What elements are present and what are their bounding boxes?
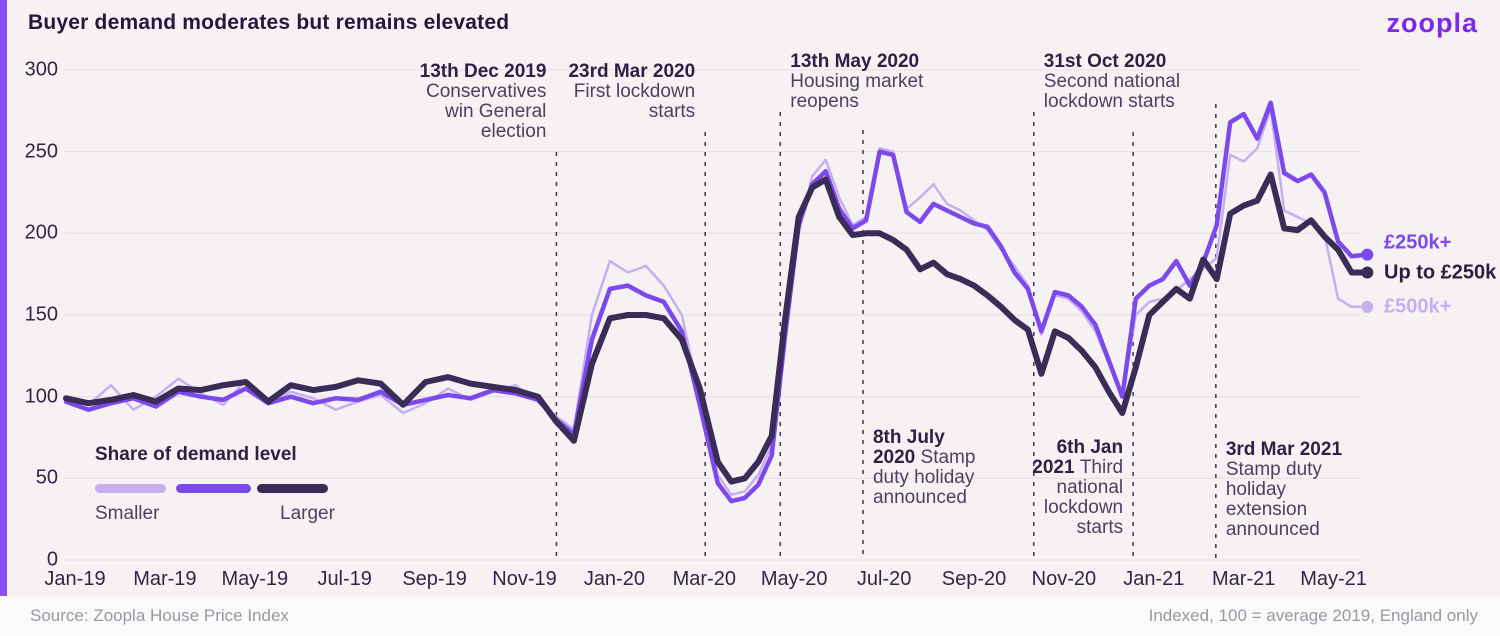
event-annotation: 3rd Mar 2021 Stamp duty holiday extension… <box>1226 440 1354 540</box>
legend-swatch-larger <box>257 484 328 493</box>
event-date: 13th May 2020 <box>790 51 920 72</box>
y-tick-label: 200 <box>24 221 58 244</box>
x-tick-label: May-21 <box>1300 568 1367 590</box>
event-text: Stamp duty holiday announced <box>872 447 976 508</box>
source-note: Source: Zoopla House Price Index <box>30 606 289 625</box>
event-annotation: 13th Dec 2019 Conservatives win General e… <box>406 61 547 142</box>
series-end-dot-2 <box>1361 266 1374 279</box>
zoopla-logo: zoopla <box>1386 8 1478 38</box>
event-text: Third national lockdown starts <box>1043 457 1124 538</box>
x-tick-label: Jan-19 <box>44 568 106 590</box>
event-text: Housing market reopens <box>790 71 924 112</box>
y-tick-label: 0 <box>46 548 58 571</box>
x-tick-label: Jul-19 <box>317 568 372 590</box>
x-tick-label: Nov-19 <box>492 568 557 590</box>
left-accent-bar <box>0 0 7 636</box>
series-end-dot-0 <box>1361 300 1374 313</box>
event-annotation: 23rd Mar 2020 First lockdown starts <box>555 62 695 122</box>
legend-swatches <box>95 484 355 494</box>
event-date: 8th July 2020 <box>872 427 945 468</box>
x-tick-label: Jan-20 <box>583 568 645 590</box>
event-annotation: 31st Oct 2020 Second national lockdown st… <box>1044 52 1189 112</box>
event-annotation: 13th May 2020 Housing market reopens <box>790 52 935 112</box>
series-line-0 <box>64 107 1369 496</box>
x-tick-label: Nov-20 <box>1031 568 1097 590</box>
y-tick-label: 100 <box>24 385 58 408</box>
y-tick-label: 300 <box>24 58 58 81</box>
series-line-2 <box>63 171 1371 485</box>
x-tick-label: Mar-19 <box>133 568 197 590</box>
y-tick-label: 150 <box>24 303 58 326</box>
legend-labels: Smaller Larger <box>95 503 355 525</box>
event-date: 23rd Mar 2020 <box>568 61 696 82</box>
x-tick-label: Jan-21 <box>1123 568 1185 590</box>
legend-title: Share of demand level <box>95 444 297 465</box>
legend-swatch-medium <box>176 484 251 493</box>
event-date: 6th Jan 2021 <box>1032 437 1124 478</box>
series-label-2: Up to £250k <box>1384 261 1497 284</box>
footer-bar: Source: Zoopla House Price Index Indexed… <box>0 596 1500 636</box>
event-date: 13th Dec 2019 <box>419 61 547 82</box>
y-tick-label: 250 <box>24 140 58 163</box>
series-line-1 <box>63 100 1370 504</box>
x-tick-label: Jul-20 <box>856 568 912 590</box>
series-label-1: £250k+ <box>1384 231 1452 254</box>
event-annotation: 6th Jan 2021 Third national lockdown sta… <box>1028 438 1123 538</box>
series-end-dot-1 <box>1361 248 1374 261</box>
event-text: Second national lockdown starts <box>1043 71 1181 112</box>
x-tick-label: Sep-20 <box>941 568 1007 590</box>
event-text: First lockdown starts <box>573 81 696 122</box>
series-label-0: £500k+ <box>1384 295 1452 318</box>
x-tick-label: Mar-20 <box>672 568 736 590</box>
legend-label-smaller: Smaller <box>95 503 160 524</box>
legend-label-larger: Larger <box>280 503 335 524</box>
legend: Share of demand level Smaller Larger <box>95 444 355 525</box>
event-text: Conservatives win General election <box>426 81 547 142</box>
x-tick-label: May-20 <box>760 568 828 590</box>
event-date: 3rd Mar 2021 <box>1225 439 1343 460</box>
page-title: Buyer demand moderates but remains eleva… <box>28 11 510 34</box>
x-tick-label: Mar-21 <box>1212 568 1276 590</box>
legend-swatch-smaller <box>95 484 166 493</box>
x-tick-label: Sep-19 <box>402 568 467 590</box>
index-note: Indexed, 100 = average 2019, England onl… <box>1148 606 1478 625</box>
y-tick-label: 50 <box>35 466 58 489</box>
x-tick-label: May-19 <box>221 568 289 590</box>
event-text: Stamp duty holiday extension announced <box>1225 459 1322 540</box>
event-date: 31st Oct 2020 <box>1043 51 1167 72</box>
event-annotation: 8th July 2020 Stamp duty holiday announc… <box>873 428 985 508</box>
